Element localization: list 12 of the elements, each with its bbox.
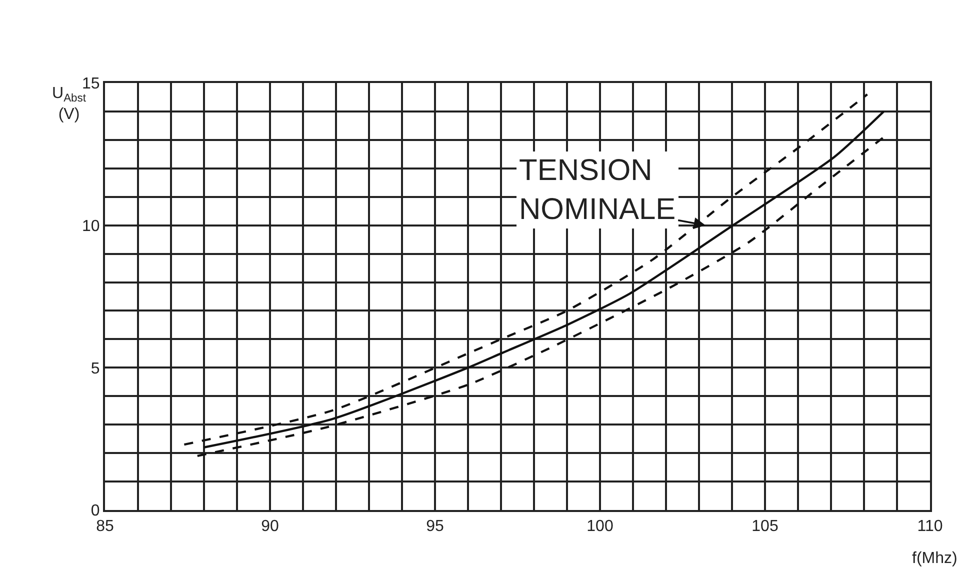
y-tick-label: 15 bbox=[82, 76, 100, 93]
x-tick-label: 90 bbox=[261, 518, 279, 536]
annotation: TENSION NOMINALE bbox=[519, 154, 676, 226]
x-axis-title: f(Mhz) bbox=[912, 550, 958, 567]
x-tick-label: 110 bbox=[917, 518, 943, 536]
x-tick-label: 105 bbox=[752, 518, 778, 536]
x-tick-label: 100 bbox=[586, 518, 614, 536]
y-tick-label: 5 bbox=[90, 360, 100, 378]
y-tick-label: 0 bbox=[90, 502, 100, 520]
x-tick-label: 85 bbox=[96, 518, 114, 536]
y-tick-label: 10 bbox=[82, 218, 100, 235]
x-tick-label: 95 bbox=[426, 518, 444, 536]
